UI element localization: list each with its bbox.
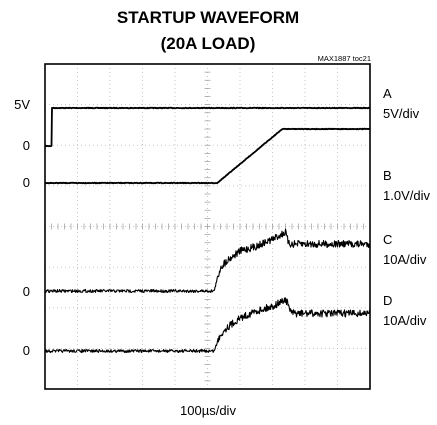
channel-a-scale: 5V/div bbox=[383, 106, 420, 121]
level-label-c-0: 0 bbox=[23, 284, 30, 299]
level-label-d-0: 0 bbox=[23, 343, 30, 358]
figure-id-label: MAX1887 toc21 bbox=[318, 54, 371, 63]
chart-title: STARTUP WAVEFORM bbox=[117, 8, 299, 27]
trace-c bbox=[44, 228, 371, 294]
x-axis-label: 100µs/div bbox=[180, 403, 236, 418]
channel-b-name: B bbox=[383, 168, 392, 183]
trace-a bbox=[44, 106, 371, 148]
channel-d-scale: 10A/div bbox=[383, 313, 427, 328]
channel-c-scale: 10A/div bbox=[383, 252, 427, 267]
channel-d-name: D bbox=[383, 293, 392, 308]
level-label-a-5v: 5V bbox=[14, 97, 30, 112]
chart-subtitle: (20A LOAD) bbox=[161, 34, 256, 53]
trace-b bbox=[44, 127, 371, 185]
waveform-traces bbox=[44, 106, 371, 354]
channel-b-scale: 1.0V/div bbox=[383, 188, 430, 203]
level-label-b-0: 0 bbox=[23, 175, 30, 190]
trace-d bbox=[44, 297, 371, 354]
plot-frame bbox=[44, 63, 371, 390]
channel-a-name: A bbox=[383, 86, 392, 101]
level-label-a-0: 0 bbox=[23, 138, 30, 153]
channel-c-name: C bbox=[383, 232, 392, 247]
graticule bbox=[44, 63, 371, 390]
